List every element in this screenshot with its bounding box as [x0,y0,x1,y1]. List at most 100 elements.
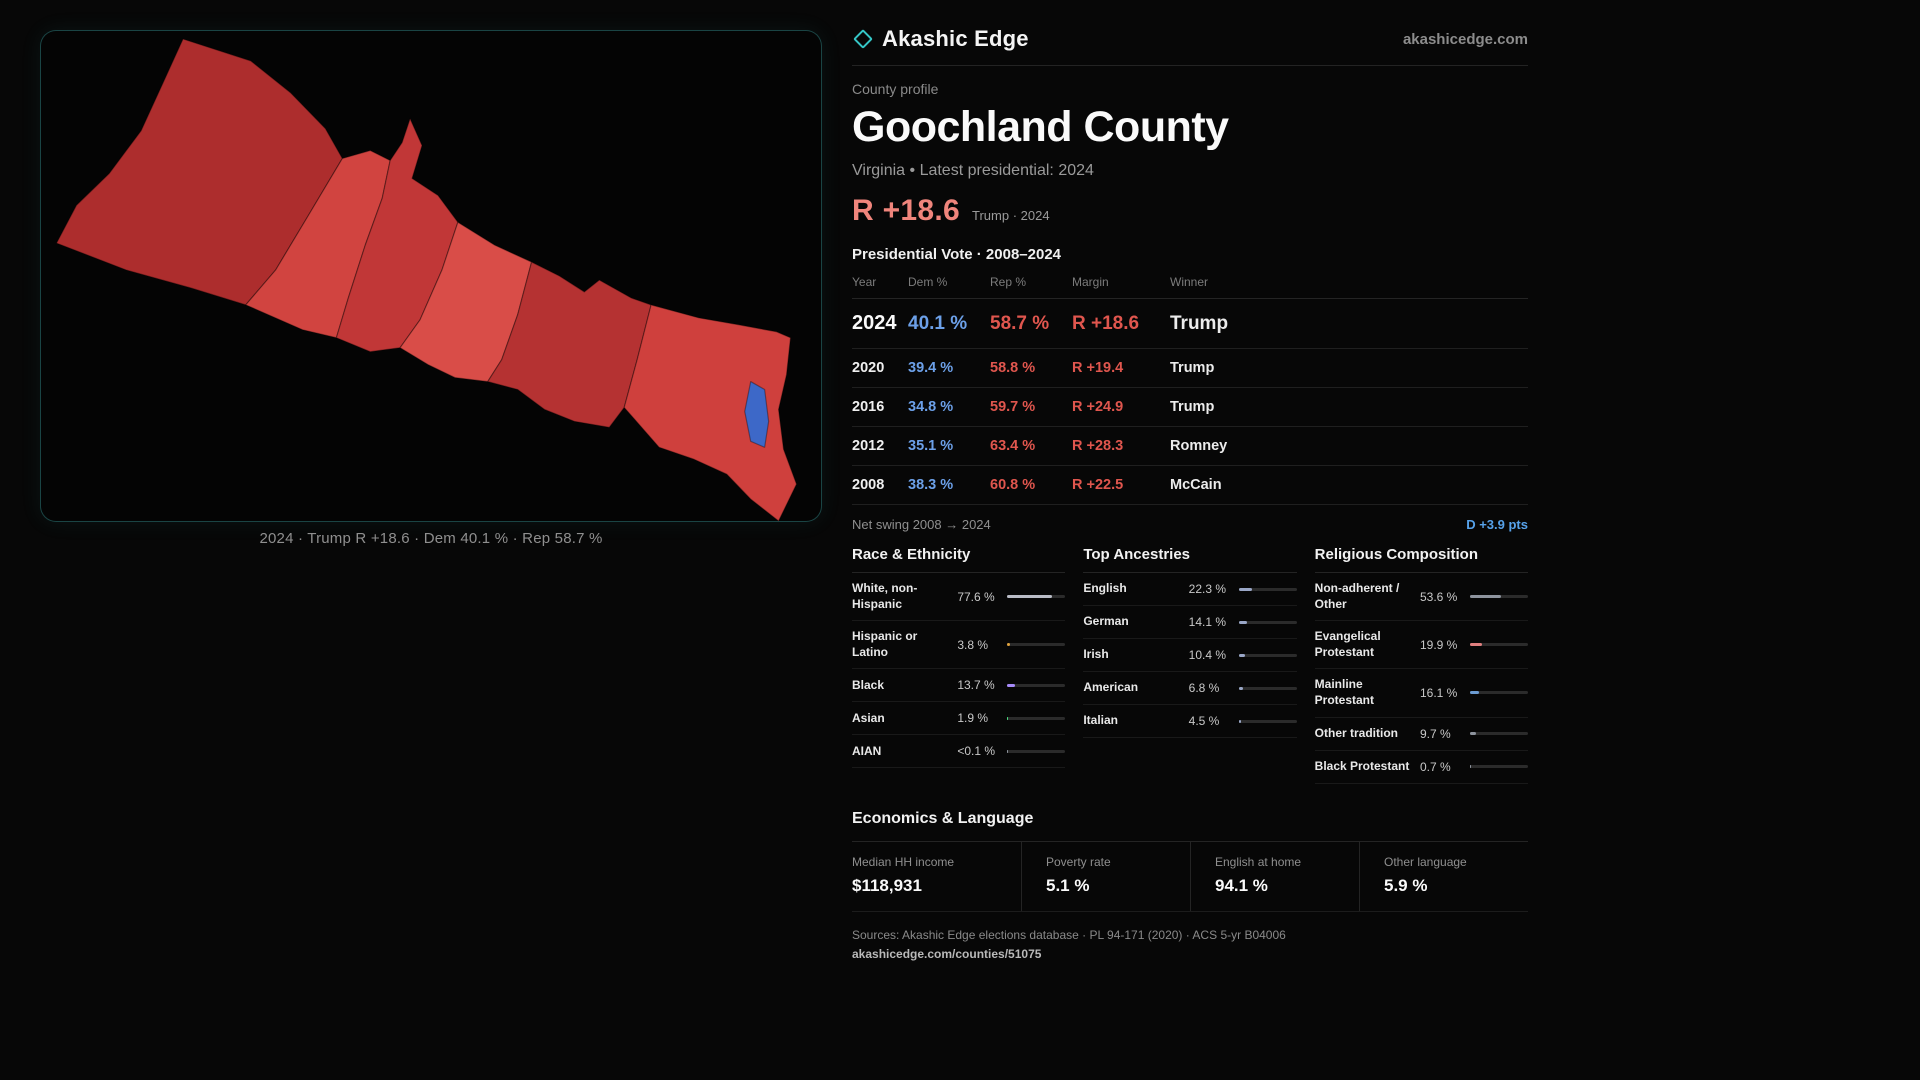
stat-label: Other language [1384,854,1467,869]
headline-margin: R +18.6 [852,194,961,227]
list-item: American 6.8 % [1083,672,1297,705]
map-precinct-dem[interactable] [744,380,770,448]
stat-label: Other tradition [1314,725,1398,740]
stat-label: Italian [1083,713,1119,728]
stat-value: 19.9 % [1419,637,1458,652]
stat-label: Evangelical Protestant [1314,629,1381,659]
stat-label: American [1083,680,1139,695]
table-row: 2016 34.8 % 59.7 % R +24.9 Trump [852,388,1528,427]
stat-label: Non-adherent / Other [1314,581,1400,611]
cell-margin: R +22.5 [1072,477,1124,493]
stat-bar-fill [1469,732,1476,736]
vote-table: Year Dem % Rep % Margin Winner 2024 40.1… [852,275,1528,505]
col-winner: Winner [1170,275,1209,289]
cell-dem: 38.3 % [908,477,954,493]
demographics-columns: Race & Ethnicity White, non-Hispanic 77.… [852,546,1528,784]
stat-bar-fill [1007,716,1009,720]
cell-rep: 59.7 % [990,399,1036,415]
map-precinct[interactable] [55,38,343,306]
cell-dem: 40.1 % [908,313,968,334]
stat-bar-fill [1007,683,1016,687]
subtitle: Virginia • Latest presidential: 2024 [852,162,1094,179]
stat-block: Poverty rate 5.1 % [1021,841,1190,911]
map-precinct[interactable] [399,221,533,383]
stat-bar [1238,686,1297,690]
cell-winner: Trump [1170,313,1229,334]
sources-line: Sources: Akashic Edge elections database… [852,927,1286,942]
stat-label: German [1083,614,1129,629]
stat-bar-fill [1238,620,1247,624]
stat-bar [1238,719,1297,723]
stat-bar-fill [1238,587,1252,591]
stat-bar-fill [1238,686,1243,690]
stat-value: 53.6 % [1419,589,1458,604]
stat-value: 5.1 % [1046,875,1090,895]
stat-block: Other language 5.9 % [1359,841,1528,911]
stat-label: English at home [1215,854,1302,869]
cell-winner: McCain [1170,477,1222,493]
net-swing-label: Net swing 2008 → 2024 [852,517,991,532]
stat-block: English at home 94.1 % [1190,841,1359,911]
list-item: White, non-Hispanic 77.6 % [852,573,1066,622]
cell-margin: R +18.6 [1072,313,1140,334]
brand-diamond-icon [853,29,873,49]
stat-value: 14.1 % [1188,615,1227,629]
stat-bar [1469,691,1528,695]
stat-value: 94.1 % [1215,875,1268,895]
stat-value: 16.1 % [1419,685,1458,700]
list-item: Mainline Protestant 16.1 % [1314,669,1528,718]
stat-value: 4.5 % [1188,714,1220,728]
stat-bar [1238,587,1297,591]
brand-name: Akashic Edge [882,26,1029,51]
vote-table-header: Year Dem % Rep % Margin Winner [852,275,1528,299]
county-map [55,38,798,521]
stat-bar [1007,749,1066,753]
headline-note: Trump · 2024 [972,208,1050,223]
list-item: English 22.3 % [1083,573,1297,606]
stat-label: Poverty rate [1046,854,1111,869]
stat-bar [1469,765,1528,769]
permalink[interactable]: akashicedge.com/counties/51075 [852,946,1042,961]
col-rep: Rep % [990,275,1027,289]
stat-bar-fill [1007,595,1053,599]
cell-dem: 34.8 % [908,399,954,415]
stat-value: 6.8 % [1188,681,1220,695]
net-swing-value: D +3.9 pts [1466,517,1528,532]
economics-grid: Median HH income $118,931 Poverty rate 5… [852,840,1528,912]
cell-winner: Romney [1170,438,1228,454]
stat-value: 0.7 % [1419,759,1451,774]
stat-bar [1469,595,1528,599]
county-profile-panel: Akashic Edge akashicedge.com County prof… [852,26,1528,961]
stat-value: 9.7 % [1419,726,1451,741]
cell-year: 2012 [852,438,885,454]
list-item: Hispanic or Latino 3.8 % [852,621,1066,670]
stat-bar-fill [1469,765,1472,769]
map-precinct[interactable] [487,261,652,428]
list-item: Black Protestant 0.7 % [1314,751,1528,784]
stat-block: Median HH income $118,931 [852,842,1021,911]
table-row: 2024 40.1 % 58.7 % R +18.6 Trump [852,299,1528,349]
map-precinct[interactable] [623,304,798,521]
list-item: Evangelical Protestant 19.9 % [1314,621,1528,670]
map-caption: 2024 · Trump R +18.6 · Dem 40.1 % · Rep … [259,530,603,547]
header: Akashic Edge akashicedge.com [852,26,1528,66]
stat-value: <0.1 % [957,744,996,759]
list-item: Other tradition 9.7 % [1314,718,1528,751]
stat-bar-fill [1469,643,1482,647]
headline-margin-row: R +18.6 Trump · 2024 [852,194,1528,228]
cell-dem: 39.4 % [908,360,954,376]
stat-label: Black [852,677,885,692]
list-item: German 14.1 % [1083,606,1297,639]
table-row: 2020 39.4 % 58.8 % R +19.4 Trump [852,349,1528,388]
list-item: Asian 1.9 % [852,702,1066,736]
stat-label: Irish [1083,647,1109,662]
brand-domain-link[interactable]: akashicedge.com [1402,30,1528,48]
stat-label: Median HH income [852,854,955,869]
stat-label: Asian [852,710,885,725]
cell-year: 2008 [852,477,885,493]
cell-year: 2020 [852,360,885,376]
vote-table-title: Presidential Vote · 2008–2024 [852,246,1062,263]
col-margin: Margin [1072,275,1109,289]
list-item: Black 13.7 % [852,669,1066,703]
net-swing-row: Net swing 2008 → 2024 D +3.9 pts [852,505,1528,546]
